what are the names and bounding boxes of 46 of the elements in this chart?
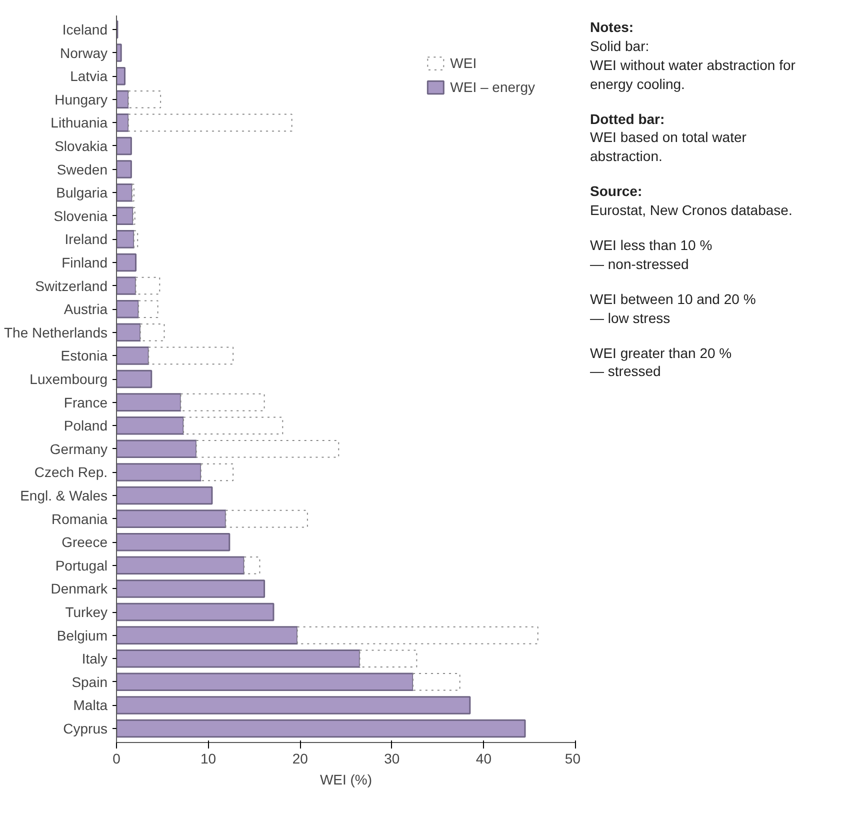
y-tick-label: Romania	[51, 510, 108, 527]
legend-label: WEI	[450, 55, 477, 71]
x-tick-label: 0	[112, 750, 121, 766]
source-note: Source: Eurostat, New Cronos database.	[590, 182, 794, 220]
y-tick-label: Malta	[73, 697, 108, 714]
y-tick-label: Iceland	[62, 21, 108, 38]
x-tick-label: 10	[200, 750, 216, 766]
text: WEI between 10 and 20 % — low stress	[590, 290, 757, 328]
y-tick-label: Estonia	[60, 348, 108, 364]
y-tick-label: Finland	[62, 254, 108, 270]
y-tick-label: Ireland	[64, 231, 108, 248]
x-tick-label: 50	[564, 750, 581, 766]
y-tick-label: Bulgaria	[56, 184, 108, 201]
y-tick-label: Greece	[62, 534, 108, 550]
y-tick-label: Turkey	[65, 604, 108, 620]
y-tick-label: Engl. & Wales	[20, 488, 108, 504]
y-tick-label: Sweden	[56, 161, 108, 178]
x-axis-title: WEI (%)	[320, 772, 372, 788]
y-tick-label: Austria	[64, 301, 108, 318]
y-tick-label: Latvia	[70, 68, 108, 84]
legend-label: WEI – energy	[450, 79, 535, 95]
y-tick-label: Czech Rep.	[34, 464, 108, 480]
y-tick-label: Italy	[82, 650, 108, 667]
text: WEI less than 10 % — non-stressed	[590, 236, 714, 274]
y-tick-label: The Netherlands	[4, 324, 108, 340]
y-tick-label: Luxembourg	[30, 371, 108, 387]
y-tick-label: Slovenia	[54, 208, 108, 224]
text: WEI greater than 20 % — stressed	[590, 344, 733, 382]
y-tick-label: Spain	[72, 674, 108, 690]
y-tick-label: Hungary	[54, 91, 108, 108]
y-tick-label: Lithuania	[50, 114, 108, 131]
x-tick-label: 30	[384, 750, 400, 766]
y-tick-label: France	[64, 394, 108, 410]
y-tick-label: Slovakia	[54, 138, 108, 154]
y-tick-label: Denmark	[50, 580, 108, 597]
y-tick-label: Poland	[64, 418, 108, 434]
y-tick-label: Norway	[60, 44, 108, 61]
y-tick-label: Switzerland	[35, 278, 108, 294]
x-tick-label: 20	[292, 750, 308, 766]
text: Notes: Solid bar: WEI without water abstraction for energy cooling.	[590, 18, 796, 94]
x-tick-label: 40	[476, 750, 492, 766]
y-tick-label: Portugal	[55, 557, 108, 574]
y-tick-label: Cyprus	[63, 720, 108, 737]
text: Dotted bar: WEI based on total water abstraction.	[590, 110, 748, 166]
y-tick-label: Germany	[50, 440, 108, 457]
y-tick-label: Belgium	[56, 627, 108, 644]
